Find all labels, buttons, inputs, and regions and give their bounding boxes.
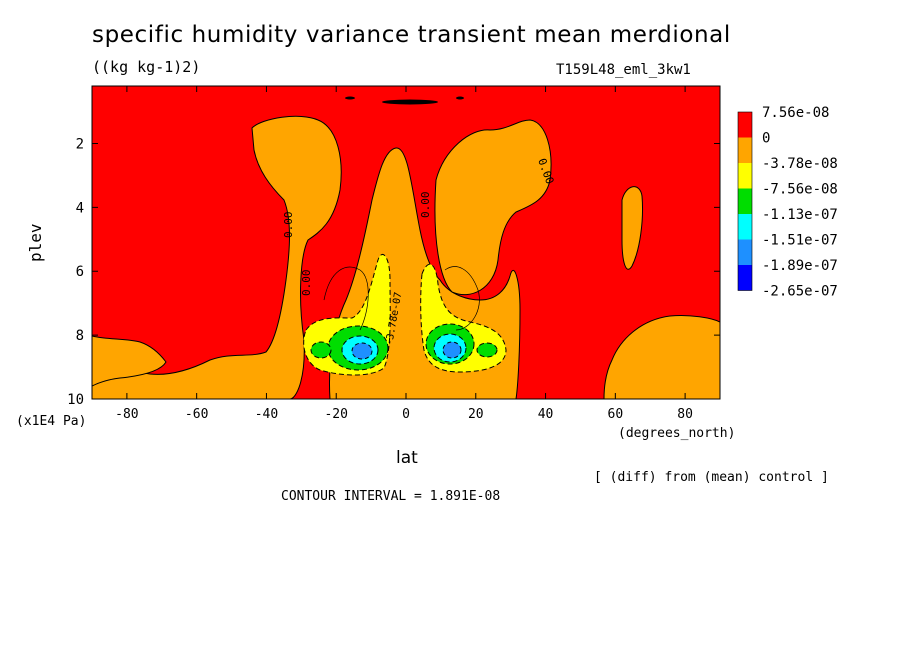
contour-label: 0.00 [282, 212, 295, 239]
north-polar-blob [603, 315, 720, 399]
x-axis-unit: (degrees_north) [618, 426, 736, 441]
legend-label: -1.13e-07 [762, 207, 838, 223]
legend-label: -1.51e-07 [762, 233, 838, 249]
plot-area: 0.00 0.00 0.00 0.00 -3.78e-07 [92, 86, 720, 399]
x-tick-label: 0 [402, 407, 410, 422]
legend-label: -3.78e-08 [762, 156, 838, 172]
legend-swatch [738, 214, 752, 240]
legend-label: -7.56e-08 [762, 182, 838, 198]
contour-label: 0.00 [300, 270, 313, 297]
top-contour-dot [345, 96, 355, 100]
y-axis-unit: (x1E4 Pa) [16, 414, 87, 429]
legend-swatch [738, 265, 752, 291]
color-legend: 7.56e-08 0 -3.78e-08 -7.56e-08 -1.13e-07 -1.5… [737, 105, 838, 300]
north-blue-core [442, 341, 462, 359]
legend-swatch [738, 112, 752, 138]
legend-swatch [738, 239, 752, 265]
top-contour-dot [456, 96, 464, 100]
y-axis: 2 4 6 8 10 [67, 136, 720, 408]
x-tick-label: 40 [538, 407, 554, 422]
chart-title: specific humidity variance transient mea… [92, 22, 731, 48]
south-green-spot [310, 341, 332, 359]
legend-swatch [738, 188, 752, 214]
y-tick-label: 10 [67, 392, 84, 408]
x-tick-label: -60 [185, 407, 208, 422]
south-blue-core [351, 342, 373, 360]
x-tick-label: 60 [608, 407, 624, 422]
contour-label: 0.00 [419, 192, 432, 219]
chart-units: ((kg kg-1)2) [92, 58, 201, 76]
north-right-blob [621, 186, 643, 270]
south-left-bump [92, 335, 167, 387]
legend-swatch [738, 163, 752, 189]
legend-label: -2.65e-07 [762, 284, 838, 300]
top-contour-sliver [382, 99, 438, 105]
x-axis: -80 -60 -40 -20 0 20 40 60 80 [115, 86, 693, 422]
legend-label: 7.56e-08 [762, 105, 829, 121]
legend-label: -1.89e-07 [762, 258, 838, 274]
x-tick-label: -80 [115, 407, 138, 422]
y-tick-label: 2 [76, 136, 84, 152]
x-tick-label: -20 [324, 407, 347, 422]
difference-note: [ (diff) from (mean) control ] [594, 470, 829, 485]
x-axis-label: lat [396, 448, 418, 468]
north-orange-plume [434, 119, 552, 296]
x-tick-label: -40 [255, 407, 278, 422]
legend-swatch [738, 137, 752, 163]
x-tick-label: 80 [677, 407, 693, 422]
y-tick-label: 4 [76, 200, 84, 216]
contour-interval: CONTOUR INTERVAL = 1.891E-08 [281, 489, 501, 504]
y-tick-label: 6 [76, 264, 84, 280]
legend-label: 0 [762, 131, 770, 147]
thin-contour [323, 266, 369, 331]
run-id: T159L48_eml_3kw1 [556, 62, 691, 78]
north-green-spot [476, 342, 498, 358]
x-tick-label: 20 [468, 407, 484, 422]
legend-frame [737, 111, 753, 291]
y-tick-label: 8 [76, 328, 84, 344]
